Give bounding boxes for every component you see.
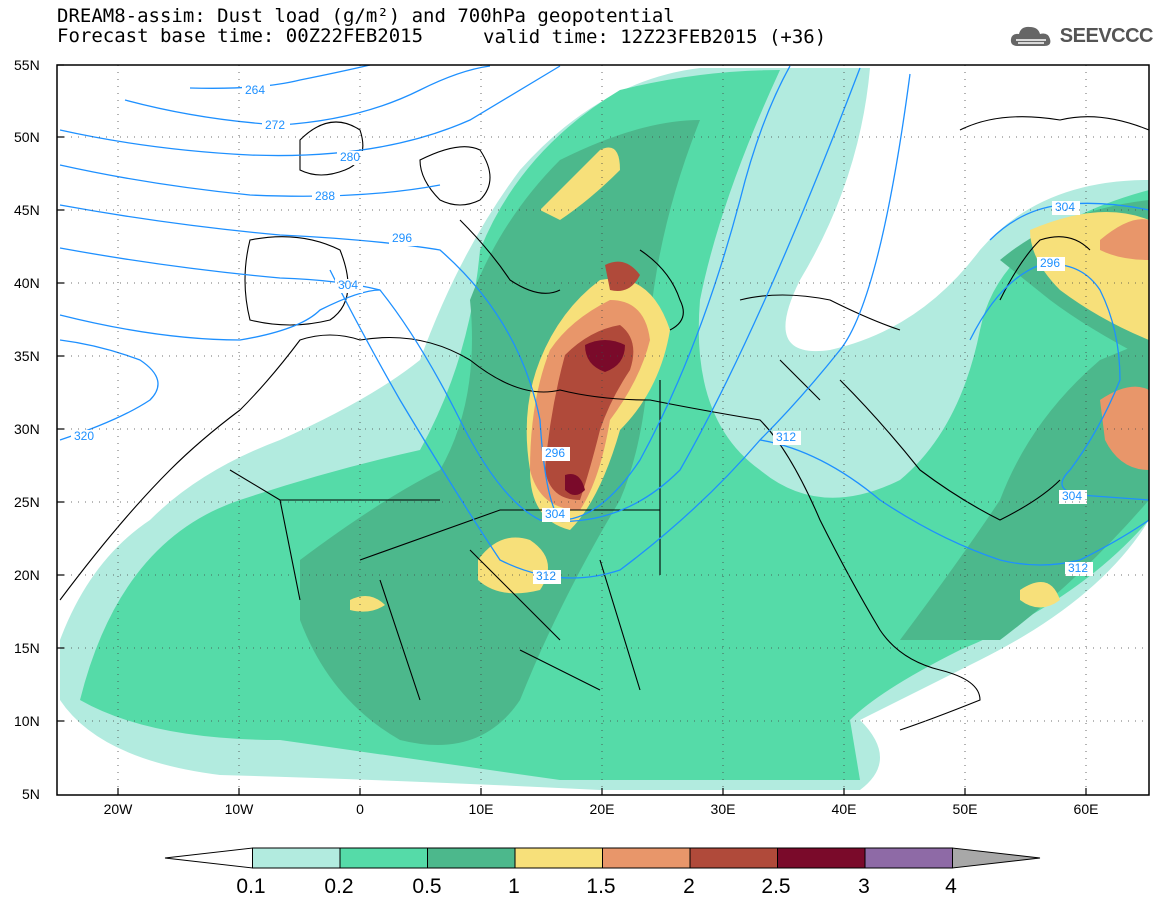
- lat-label: 5N: [22, 786, 40, 802]
- lon-label: 20E: [590, 801, 615, 817]
- lat-label: 55N: [14, 57, 40, 73]
- map-title: DREAM8-assim: Dust load (g/m²) and 700hP…: [57, 5, 675, 27]
- coastlines: [59, 116, 1149, 731]
- colorbar-label: 1.5: [586, 875, 615, 898]
- colorbar-arrow-low: [164, 847, 253, 869]
- contour-label: 304: [1055, 200, 1075, 214]
- colorbar-label: 4: [945, 875, 957, 898]
- lat-label: 40N: [14, 275, 40, 291]
- colorbar-labels: 0.1 0.2 0.5 1 1.5 2 2.5 3 4: [236, 875, 957, 898]
- lon-label: 30E: [711, 801, 736, 817]
- lon-label: 10E: [469, 801, 494, 817]
- colorbar-label: 0.1: [236, 875, 265, 898]
- colorbar-label: 3: [858, 875, 870, 898]
- lon-label: 0: [356, 801, 364, 817]
- map-frame: [56, 64, 1150, 796]
- colorbar-swatch: [514, 847, 603, 869]
- contour-label: 280: [340, 150, 360, 164]
- seevccc-logo: SEEVCCC: [1008, 22, 1154, 50]
- colorbar-label: 2: [683, 875, 695, 898]
- colorbar-swatch: [252, 847, 341, 869]
- colorbar-label: 2.5: [761, 875, 790, 898]
- lat-label: 50N: [14, 129, 40, 145]
- contour-label: 296: [1040, 256, 1060, 270]
- dust-field: [60, 68, 1149, 790]
- contour-label: 320: [74, 429, 94, 443]
- colorbar: [164, 847, 1041, 869]
- forecast-base-time: Forecast base time: 00Z22FEB2015: [57, 25, 424, 47]
- axis-ticks: [57, 64, 1087, 795]
- contour-labels: 264 272 280 288 296 304 320 296 304 312 …: [71, 83, 1093, 584]
- contour-label: 272: [265, 118, 285, 132]
- lat-label: 10N: [14, 713, 40, 729]
- lat-label: 20N: [14, 567, 40, 583]
- lat-label: 45N: [14, 202, 40, 218]
- contour-label: 304: [545, 507, 565, 521]
- contour-label: 304: [1062, 489, 1082, 503]
- lon-label: 20W: [104, 801, 134, 817]
- graticule: [57, 65, 1149, 795]
- colorbar-label: 1: [508, 875, 520, 898]
- cloud-logo-icon: [1010, 26, 1051, 46]
- colorbar-swatch: [602, 847, 691, 869]
- colorbar-arrow-high: [952, 847, 1041, 869]
- longitude-labels: 20W 10W 0 10E 20E 30E 40E 50E 60E: [104, 801, 1099, 817]
- contour-label: 312: [776, 430, 796, 444]
- lon-label: 50E: [953, 801, 978, 817]
- contour-label: 296: [392, 231, 412, 245]
- contour-label: 296: [545, 446, 565, 460]
- colorbar-label: 0.2: [324, 875, 353, 898]
- colorbar-label: 0.5: [412, 875, 441, 898]
- colorbar-swatch: [864, 847, 953, 869]
- contour-label: 264: [245, 83, 265, 97]
- contour-label: 312: [1068, 561, 1088, 575]
- lat-label: 25N: [14, 494, 40, 510]
- contour-label: 304: [338, 278, 358, 292]
- lon-label: 60E: [1074, 801, 1099, 817]
- colorbar-swatch: [777, 847, 866, 869]
- geopotential-contours: [59, 65, 1149, 579]
- lon-label: 40E: [832, 801, 857, 817]
- lon-label: 10W: [225, 801, 255, 817]
- lat-label: 15N: [14, 640, 40, 656]
- lat-label: 35N: [14, 348, 40, 364]
- latitude-labels: 55N 50N 45N 40N 35N 30N 25N 20N 15N 10N …: [14, 57, 40, 802]
- contour-label: 312: [536, 569, 556, 583]
- colorbar-swatch: [689, 847, 778, 869]
- colorbar-swatch: [427, 847, 516, 869]
- colorbar-swatch: [339, 847, 428, 869]
- logo-text: SEEVCCC: [1059, 24, 1154, 47]
- valid-time: valid time: 12Z23FEB2015 (+36): [483, 26, 827, 48]
- contour-label: 288: [315, 189, 335, 203]
- lat-label: 30N: [14, 421, 40, 437]
